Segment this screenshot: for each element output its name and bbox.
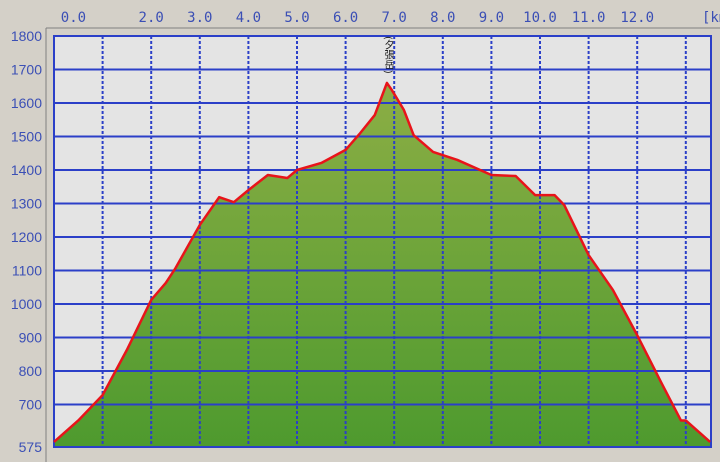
peak-annotation-label: (夕張岳) (382, 36, 393, 74)
y-tick-label: 1200 (11, 229, 42, 245)
y-tick-label: 1300 (11, 196, 42, 212)
plot-border (53, 35, 712, 448)
y-tick-label: 1500 (11, 129, 42, 145)
y-tick-label: 1600 (11, 95, 42, 111)
elevation-area (54, 82, 711, 448)
y-tick-label: 1000 (11, 296, 42, 312)
x-tick-label: 0.0 (61, 10, 86, 26)
y-tick-label: 900 (19, 330, 43, 346)
x-unit-label: [km] (702, 10, 720, 26)
x-tick-label: 5.0 (284, 10, 309, 26)
x-tick-label: 3.0 (187, 10, 212, 26)
x-tick-label: 12.0 (620, 10, 654, 26)
y-tick-label: 575 (19, 439, 43, 455)
y-tick-label: 1700 (11, 62, 42, 78)
y-tick-label: 700 (19, 397, 43, 413)
elevation-line (53, 81, 711, 443)
x-tick-label: 6.0 (333, 10, 358, 26)
x-tick-label: 8.0 (430, 10, 455, 26)
x-tick-label: 7.0 (382, 10, 407, 26)
y-tick-label: 1400 (11, 162, 42, 178)
x-tick-label: 10.0 (523, 10, 557, 26)
x-tick-label: 11.0 (572, 10, 606, 26)
x-tick-label: 2.0 (139, 10, 164, 26)
x-tick-label: 4.0 (236, 10, 261, 26)
y-tick-label: 1100 (12, 263, 42, 279)
y-tick-label: 1800 (11, 28, 42, 44)
x-tick-label: 9.0 (479, 10, 504, 26)
y-tick-label: 800 (19, 363, 43, 379)
